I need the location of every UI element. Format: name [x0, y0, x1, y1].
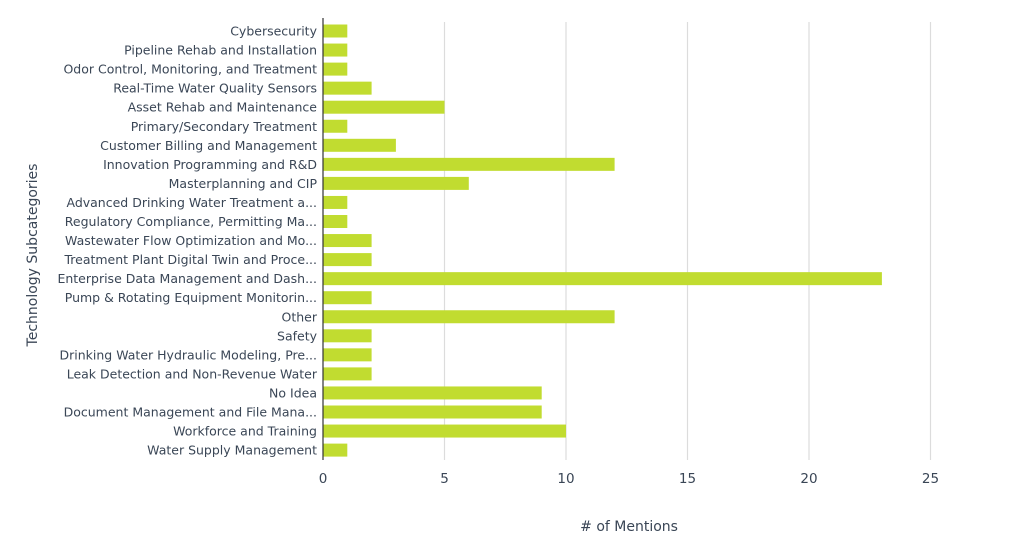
category-labels: Cybersecurity Pipeline Rehab and Installa… — [57, 24, 317, 458]
bar — [323, 62, 348, 76]
category-label: Customer Billing and Management — [100, 138, 317, 153]
y-axis-title: Technology Subcategories — [25, 164, 41, 348]
x-tick-label: 0 — [319, 471, 328, 487]
category-label: Cybersecurity — [230, 24, 317, 39]
bar — [323, 405, 542, 419]
x-tick-label: 25 — [922, 471, 939, 487]
bar — [323, 195, 348, 209]
category-label: No Idea — [269, 385, 317, 400]
x-tick-label: 10 — [557, 471, 574, 487]
category-label: Odor Control, Monitoring, and Treatment — [63, 62, 317, 77]
bar — [323, 348, 372, 362]
category-label: Advanced Drinking Water Treatment a... — [66, 195, 317, 210]
category-label: Regulatory Compliance, Permitting Ma... — [65, 214, 317, 229]
x-axis-title: # of Mentions — [580, 519, 678, 535]
x-tick-label: 5 — [440, 471, 449, 487]
bar — [323, 310, 615, 324]
bar — [323, 215, 348, 228]
category-label: Pump & Rotating Equipment Monitorin... — [65, 290, 317, 305]
category-label: Primary/Secondary Treatment — [131, 119, 317, 134]
bar — [323, 329, 372, 343]
category-label: Safety — [277, 328, 318, 343]
bar — [323, 253, 372, 267]
category-label: Workforce and Training — [173, 424, 317, 439]
category-label: Enterprise Data Management and Dash... — [57, 271, 317, 286]
x-tick-label: 20 — [800, 471, 817, 487]
bar — [323, 176, 469, 190]
x-tick-label: 15 — [679, 471, 696, 487]
bar — [323, 272, 882, 286]
category-label: Document Management and File Mana... — [64, 405, 317, 420]
bar — [323, 100, 445, 114]
category-label: Other — [282, 309, 318, 324]
x-tick-labels: 0 5 10 15 20 25 — [319, 471, 939, 487]
category-label: Masterplanning and CIP — [169, 176, 318, 191]
category-label: Drinking Water Hydraulic Modeling, Pre..… — [60, 347, 317, 362]
bar — [323, 291, 372, 305]
bar — [323, 119, 348, 133]
category-label: Treatment Plant Digital Twin and Proce..… — [63, 252, 317, 267]
bar — [323, 81, 372, 95]
category-label: Water Supply Management — [147, 443, 317, 458]
bar — [323, 424, 566, 438]
bar — [323, 157, 615, 171]
bars — [323, 24, 882, 457]
bar — [323, 138, 396, 152]
category-label: Real-Time Water Quality Sensors — [113, 81, 317, 96]
category-label: Asset Rehab and Maintenance — [128, 100, 318, 115]
category-label: Innovation Programming and R&D — [103, 157, 317, 172]
bar — [323, 386, 542, 400]
bar — [323, 24, 348, 38]
category-label: Leak Detection and Non-Revenue Water — [67, 366, 318, 381]
bar — [323, 234, 372, 248]
category-label: Wastewater Flow Optimization and Mo... — [65, 233, 317, 248]
bar — [323, 443, 348, 457]
category-label: Pipeline Rehab and Installation — [124, 43, 317, 58]
bar — [323, 367, 372, 381]
bar — [323, 43, 348, 57]
